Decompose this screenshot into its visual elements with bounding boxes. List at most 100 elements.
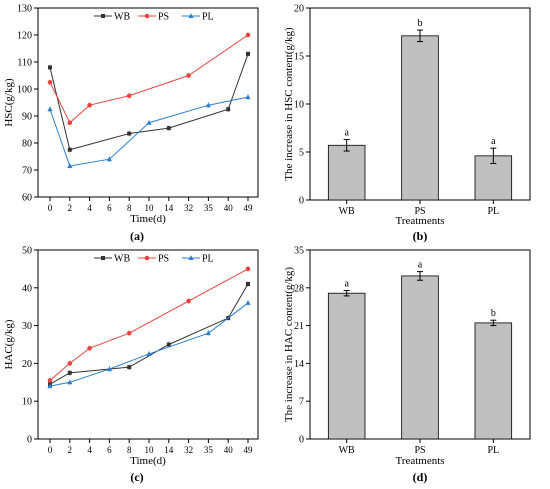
bar (401, 35, 439, 201)
y-axis-label: HAC(g/kg) (3, 319, 15, 369)
data-point (245, 94, 251, 100)
x-tick-label: 4 (87, 445, 92, 455)
data-point (246, 51, 250, 56)
plot-frame (37, 7, 259, 198)
data-point (245, 32, 251, 38)
x-tick-label: PL (487, 206, 499, 217)
y-tick-label: 60 (22, 193, 32, 204)
x-tick-label: WB (339, 445, 355, 456)
legend-label: PL (202, 254, 214, 265)
x-tick-label: 6 (107, 203, 112, 213)
series-line (49, 96, 249, 167)
series-line (49, 268, 249, 381)
y-axis-label: The increase in HAC content(g/kg) (283, 267, 295, 423)
bar-ps: a (401, 260, 439, 440)
data-point (67, 379, 73, 385)
y-tick-label: 28 (294, 283, 304, 294)
y-tick-label: 14 (294, 359, 304, 370)
bar-pl: b (474, 308, 513, 440)
data-point (205, 102, 211, 108)
data-point (47, 79, 53, 85)
legend-marker (188, 255, 194, 260)
x-axis-label: Treatments (395, 215, 444, 227)
data-point (106, 366, 112, 372)
y-axis: 0 5 10 15 20 (294, 4, 310, 207)
y-tick-label: 0 (299, 196, 304, 207)
y-tick-label: 0 (27, 435, 32, 446)
y-tick-label: 80 (22, 139, 32, 150)
series-line (49, 53, 249, 151)
x-tick-label: 4 (87, 203, 92, 213)
y-tick-label: 70 (22, 166, 32, 177)
x-tick-label: 35 (204, 203, 214, 213)
series-line (49, 283, 249, 385)
x-tick-label: 8 (127, 203, 132, 213)
x-tick-label: 0 (48, 203, 53, 213)
series-wb (48, 50, 250, 153)
panel-4: 0 7 14 21 28 35 The increase in HAC content(g/… (283, 246, 531, 484)
y-axis: 0 10 20 30 40 50 (22, 246, 38, 446)
y-axis: 60 70 80 90 100 110 120 130 (17, 4, 38, 204)
x-tick-label: PS (414, 206, 425, 217)
x-tick-label: 32 (184, 445, 193, 455)
data-point (186, 73, 191, 78)
bar-ps: b (401, 18, 439, 201)
y-tick-label: 35 (294, 246, 304, 257)
x-tick-label: 6 (107, 445, 112, 455)
y-tick-label: 15 (294, 52, 304, 63)
legend-marker (144, 255, 150, 261)
y-tick-label: 30 (22, 321, 32, 332)
x-tick-label: PS (414, 445, 425, 456)
y-tick-label: 20 (22, 359, 32, 370)
data-point (226, 107, 231, 112)
y-tick-label: 50 (22, 246, 32, 257)
significance-letter: a (344, 279, 349, 290)
data-point (246, 282, 250, 287)
y-axis: 0 7 14 21 28 35 (294, 246, 310, 446)
legend: WB PS PL (94, 12, 214, 23)
x-tick-label: 8 (127, 445, 132, 455)
y-tick-label: 120 (17, 31, 32, 42)
data-point (67, 120, 73, 126)
legend-label: PS (158, 12, 169, 23)
bar (474, 322, 513, 440)
data-point (126, 93, 132, 99)
y-tick-label: 5 (299, 148, 304, 159)
x-tick-label: 49 (244, 445, 254, 455)
data-point (47, 383, 53, 389)
panel-label: (c) (130, 470, 143, 484)
x-axis: 0 2 4 6 8 10 14 32 35 40 49 (48, 439, 253, 455)
legend-label: WB (114, 254, 130, 265)
bar-wb: a (327, 279, 366, 440)
y-tick-label: 20 (294, 4, 304, 15)
x-axis: WB PS PL (339, 200, 499, 217)
bar (327, 292, 366, 440)
x-tick-label: 10 (145, 445, 155, 455)
data-point (106, 156, 112, 162)
x-tick-label: 14 (164, 203, 174, 213)
data-point (67, 370, 72, 375)
data-point (146, 119, 152, 125)
significance-letter: b (418, 18, 423, 29)
x-tick-label: 35 (204, 445, 214, 455)
data-point (126, 330, 132, 336)
data-point (47, 106, 53, 112)
data-point (127, 131, 132, 136)
series-ps (47, 265, 251, 384)
data-point (205, 330, 211, 336)
y-tick-label: 10 (294, 100, 304, 111)
x-tick-label: 0 (48, 445, 53, 455)
legend-marker (188, 13, 194, 18)
panel-label: (d) (413, 470, 428, 484)
x-tick-label: PL (487, 445, 499, 456)
legend-label: PL (202, 12, 214, 23)
panel-3: 0 10 20 30 40 50 HAC(g/kg) Time(d) (c) 0 2 4 6 8 10 14 3… (3, 246, 259, 484)
data-point (67, 147, 72, 152)
data-point (146, 351, 152, 356)
x-tick-label: 32 (184, 203, 193, 213)
y-axis-label: The increase in HSC content(g/kg) (283, 27, 295, 181)
legend-label: WB (114, 12, 130, 23)
y-tick-label: 0 (299, 435, 304, 446)
x-axis-label: Time(d) (130, 213, 166, 225)
